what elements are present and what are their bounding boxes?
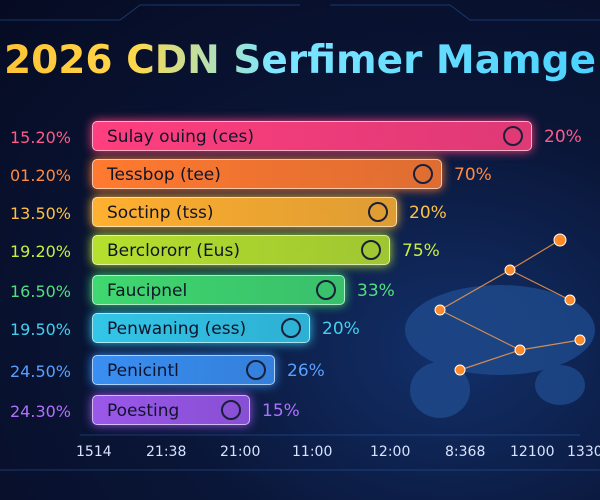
row: 13.50% Soctinp (tss) 20% — [0, 197, 600, 229]
row-left-value: 24.50% — [10, 362, 72, 381]
axis-label: 8:368 — [445, 444, 486, 460]
row-bar: Soctinp (tss) — [92, 197, 397, 227]
row-icon — [413, 164, 433, 184]
row-left-value: 13.50% — [10, 204, 72, 223]
row-icon — [361, 240, 381, 260]
row: 24.30% Poesting 15% — [0, 395, 600, 427]
row: 16.50% Faucipnel 33% — [0, 275, 600, 307]
row-name: Soctinp (tss) — [107, 203, 214, 223]
row: 24.50% Penicintl 26% — [0, 355, 600, 387]
row-icon — [221, 400, 241, 420]
row-name: Faucipnel — [107, 281, 188, 301]
row-bar: Berclororr (Eus) — [92, 235, 390, 265]
row-name: Sulay ouing (ces) — [107, 127, 254, 147]
row: 19.20% Berclororr (Eus) 75% — [0, 235, 600, 267]
axis-label: 11:00 — [292, 444, 333, 460]
row-name: Poesting — [107, 401, 180, 421]
row-left-value: 19.20% — [10, 242, 72, 261]
row-icon — [316, 280, 336, 300]
row-bar: Penicintl — [92, 355, 275, 385]
row: 19.50% Penwaning (ess) 20% — [0, 313, 600, 345]
row-bar: Penwaning (ess) — [92, 313, 310, 343]
row-right-value: 15% — [262, 401, 300, 421]
row-name: Berclororr (Eus) — [107, 241, 240, 261]
row-icon — [503, 126, 523, 146]
row-right-value: 33% — [357, 281, 395, 301]
row-left-value: 16.50% — [10, 282, 72, 301]
row-bar: Tessbop (tee) — [92, 159, 442, 189]
row-right-value: 20% — [409, 203, 447, 223]
row-icon — [368, 202, 388, 222]
axis-label: 12:00 — [370, 444, 411, 460]
row-right-value: 75% — [402, 241, 440, 261]
row-icon — [281, 318, 301, 338]
axis-label: 21:00 — [220, 444, 261, 460]
axis-label: 1330 — [567, 444, 600, 460]
axis-label: 21:38 — [146, 444, 187, 460]
row-left-value: 15.20% — [10, 128, 72, 147]
axis-label: 1514 — [76, 444, 112, 460]
row-right-value: 20% — [544, 127, 582, 147]
row-bar: Faucipnel — [92, 275, 345, 305]
row-name: Penwaning (ess) — [107, 319, 247, 339]
axis-label: 12100 — [510, 444, 555, 460]
row-name: Tessbop (tee) — [107, 165, 221, 185]
row-bar: Sulay ouing (ces) — [92, 121, 532, 151]
row-left-value: 01.20% — [10, 166, 72, 185]
row-name: Penicintl — [107, 361, 179, 381]
row: 01.20% Tessbop (tee) 70% — [0, 159, 600, 191]
row-right-value: 70% — [454, 165, 492, 185]
row-left-value: 19.50% — [10, 320, 72, 339]
title: 2026 CDN Serfimer Mamge — [0, 38, 600, 83]
row-icon — [246, 360, 266, 380]
row-bar: Poesting — [92, 395, 250, 425]
row-left-value: 24.30% — [10, 402, 72, 421]
row-right-value: 20% — [322, 319, 360, 339]
row: 15.20% Sulay ouing (ces) 20% — [0, 121, 600, 153]
row-right-value: 26% — [287, 361, 325, 381]
